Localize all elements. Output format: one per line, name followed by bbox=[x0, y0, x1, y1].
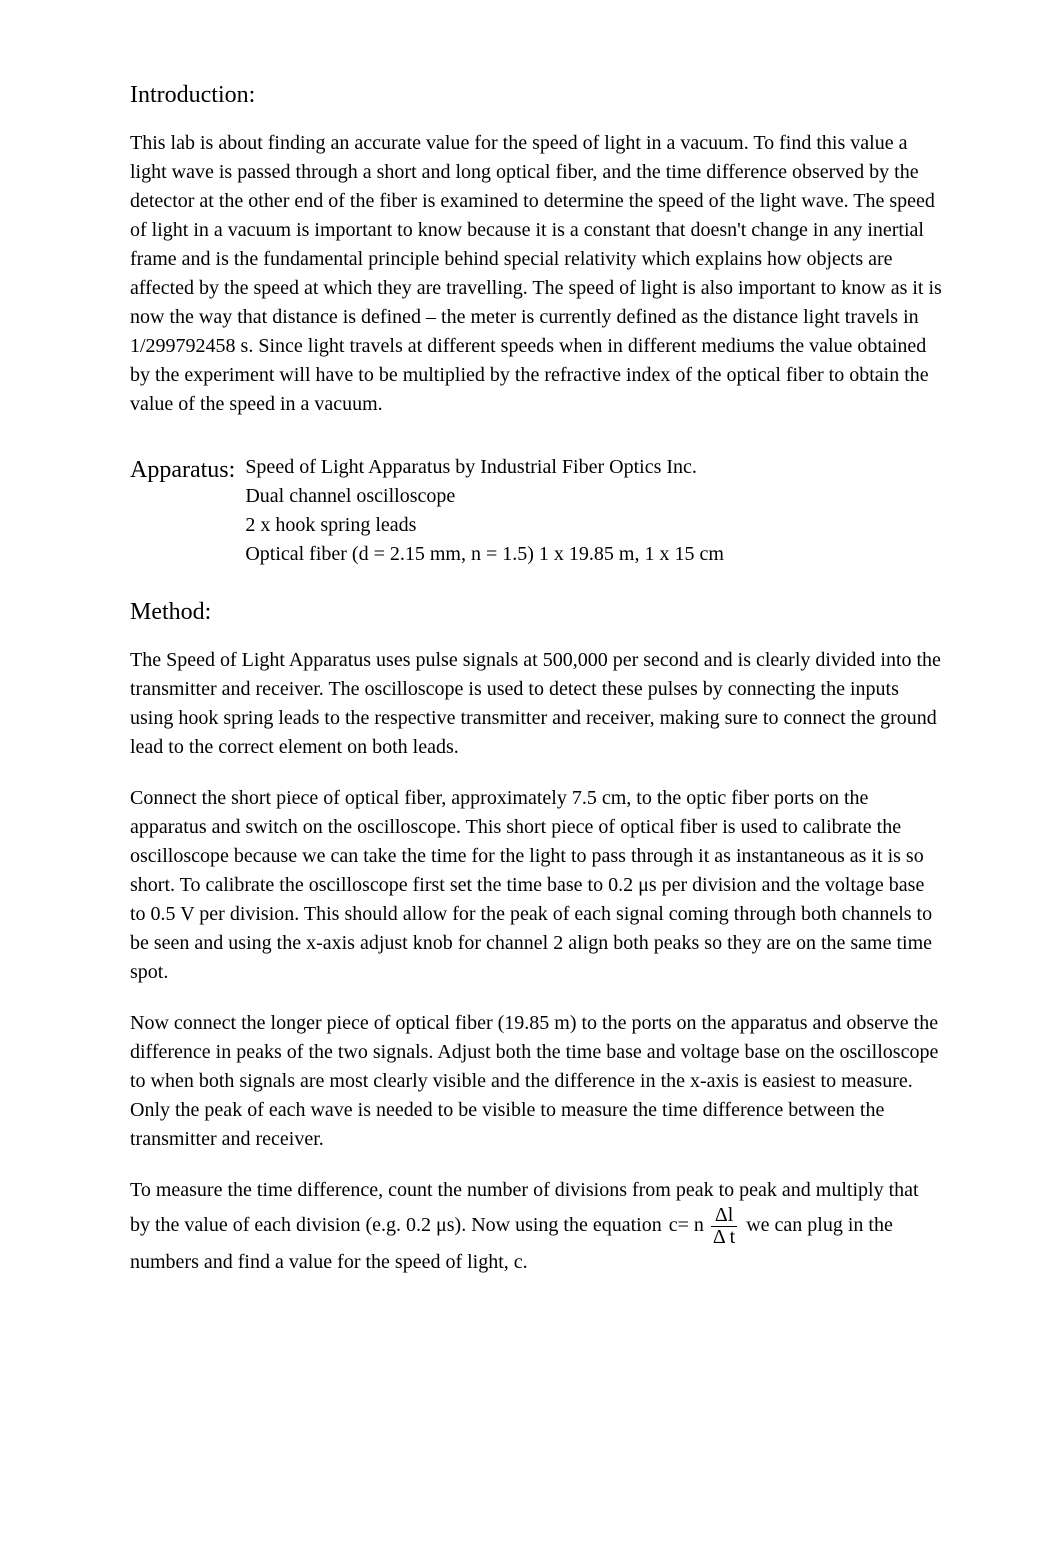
equation-numerator: Δl bbox=[711, 1205, 737, 1227]
apparatus-item: 2 x hook spring leads bbox=[245, 511, 724, 540]
apparatus-heading: Apparatus: bbox=[130, 453, 245, 569]
intro-heading: Introduction: bbox=[130, 80, 942, 111]
method-paragraph-4: To measure the time difference, count th… bbox=[130, 1176, 942, 1277]
equation-fraction: Δl Δ t bbox=[709, 1205, 739, 1248]
equation-denominator: Δ t bbox=[711, 1227, 737, 1248]
apparatus-item: Dual channel oscilloscope bbox=[245, 482, 724, 511]
apparatus-list: Speed of Light Apparatus by Industrial F… bbox=[245, 453, 724, 569]
apparatus-item: Speed of Light Apparatus by Industrial F… bbox=[245, 453, 724, 482]
apparatus-item: Optical fiber (d = 2.15 mm, n = 1.5) 1 x… bbox=[245, 540, 724, 569]
equation-lhs: c= n bbox=[669, 1214, 704, 1236]
apparatus-section: Apparatus: Speed of Light Apparatus by I… bbox=[130, 453, 942, 569]
intro-paragraph: This lab is about finding an accurate va… bbox=[130, 129, 942, 419]
method-heading: Method: bbox=[130, 597, 942, 628]
equation: c= n Δl Δ t bbox=[667, 1205, 741, 1248]
method-paragraph-3: Now connect the longer piece of optical … bbox=[130, 1009, 942, 1154]
document-page: Introduction: This lab is about finding … bbox=[0, 0, 1062, 1556]
method-paragraph-1: The Speed of Light Apparatus uses pulse … bbox=[130, 646, 942, 762]
method-paragraph-2: Connect the short piece of optical fiber… bbox=[130, 784, 942, 987]
